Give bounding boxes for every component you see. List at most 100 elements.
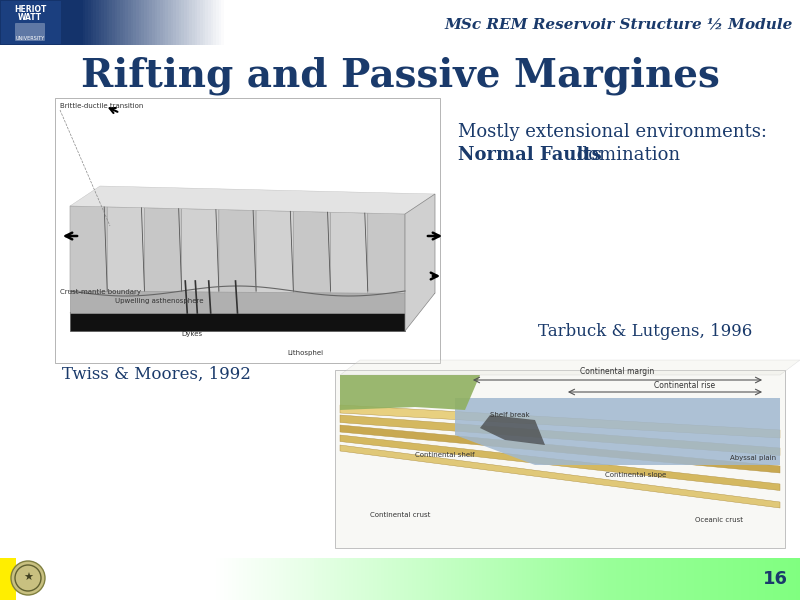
Polygon shape xyxy=(568,0,570,45)
Polygon shape xyxy=(688,0,690,45)
Polygon shape xyxy=(302,0,304,45)
Polygon shape xyxy=(40,0,42,45)
Polygon shape xyxy=(118,558,122,600)
Polygon shape xyxy=(226,0,230,45)
Polygon shape xyxy=(145,208,182,292)
Polygon shape xyxy=(298,0,302,45)
Polygon shape xyxy=(690,558,694,600)
Polygon shape xyxy=(248,0,250,45)
Polygon shape xyxy=(706,0,710,45)
Polygon shape xyxy=(777,558,781,600)
Text: Oceanic crust: Oceanic crust xyxy=(695,517,743,523)
Polygon shape xyxy=(385,558,389,600)
Polygon shape xyxy=(198,0,200,45)
Polygon shape xyxy=(496,0,498,45)
Polygon shape xyxy=(224,0,226,45)
Polygon shape xyxy=(240,0,242,45)
Polygon shape xyxy=(738,0,742,45)
Polygon shape xyxy=(75,558,78,600)
Polygon shape xyxy=(573,558,577,600)
Polygon shape xyxy=(639,558,643,600)
Polygon shape xyxy=(50,0,54,45)
Polygon shape xyxy=(408,0,410,45)
Polygon shape xyxy=(741,558,745,600)
Polygon shape xyxy=(264,0,266,45)
Polygon shape xyxy=(48,0,50,45)
Polygon shape xyxy=(224,558,228,600)
Polygon shape xyxy=(232,0,234,45)
Polygon shape xyxy=(320,0,322,45)
Text: Rifting and Passive Margines: Rifting and Passive Margines xyxy=(81,57,719,95)
Polygon shape xyxy=(296,0,298,45)
Polygon shape xyxy=(486,558,490,600)
Polygon shape xyxy=(520,0,522,45)
Polygon shape xyxy=(39,558,43,600)
Polygon shape xyxy=(157,558,161,600)
Polygon shape xyxy=(274,0,278,45)
Polygon shape xyxy=(770,0,774,45)
Polygon shape xyxy=(86,558,90,600)
Polygon shape xyxy=(712,0,714,45)
Polygon shape xyxy=(259,558,263,600)
Polygon shape xyxy=(398,0,400,45)
Polygon shape xyxy=(62,0,64,45)
Polygon shape xyxy=(574,0,576,45)
Polygon shape xyxy=(536,0,538,45)
Polygon shape xyxy=(166,0,168,45)
Polygon shape xyxy=(294,211,330,293)
Polygon shape xyxy=(622,0,624,45)
Polygon shape xyxy=(208,558,212,600)
Polygon shape xyxy=(386,0,390,45)
Polygon shape xyxy=(678,0,680,45)
Polygon shape xyxy=(154,0,158,45)
Polygon shape xyxy=(378,0,382,45)
Polygon shape xyxy=(422,0,424,45)
Polygon shape xyxy=(456,0,458,45)
Polygon shape xyxy=(530,0,534,45)
Polygon shape xyxy=(448,0,450,45)
Polygon shape xyxy=(730,558,734,600)
Polygon shape xyxy=(424,558,427,600)
Polygon shape xyxy=(600,558,604,600)
Polygon shape xyxy=(438,0,440,45)
Polygon shape xyxy=(70,291,405,313)
Polygon shape xyxy=(70,293,435,313)
Polygon shape xyxy=(138,558,142,600)
Polygon shape xyxy=(608,0,610,45)
Polygon shape xyxy=(278,0,280,45)
Polygon shape xyxy=(134,0,136,45)
Polygon shape xyxy=(38,0,40,45)
Polygon shape xyxy=(288,0,290,45)
Polygon shape xyxy=(94,0,96,45)
Polygon shape xyxy=(32,0,34,45)
Polygon shape xyxy=(435,558,439,600)
Polygon shape xyxy=(42,0,46,45)
Polygon shape xyxy=(154,558,157,600)
Polygon shape xyxy=(792,558,796,600)
Polygon shape xyxy=(306,558,310,600)
Polygon shape xyxy=(662,558,666,600)
Polygon shape xyxy=(28,558,32,600)
Polygon shape xyxy=(504,0,506,45)
Polygon shape xyxy=(561,558,565,600)
Polygon shape xyxy=(366,0,368,45)
Polygon shape xyxy=(498,0,502,45)
Polygon shape xyxy=(640,0,642,45)
Polygon shape xyxy=(389,558,392,600)
Polygon shape xyxy=(126,558,130,600)
Polygon shape xyxy=(390,0,392,45)
Polygon shape xyxy=(270,0,272,45)
Text: Brittle-ductile transition: Brittle-ductile transition xyxy=(60,103,143,109)
Polygon shape xyxy=(192,0,194,45)
Polygon shape xyxy=(218,0,222,45)
Polygon shape xyxy=(251,558,255,600)
Polygon shape xyxy=(36,558,39,600)
Polygon shape xyxy=(596,558,600,600)
Polygon shape xyxy=(642,0,646,45)
Polygon shape xyxy=(566,0,568,45)
Polygon shape xyxy=(196,558,200,600)
Polygon shape xyxy=(757,558,761,600)
Polygon shape xyxy=(258,0,262,45)
Polygon shape xyxy=(70,313,405,331)
Polygon shape xyxy=(600,0,602,45)
